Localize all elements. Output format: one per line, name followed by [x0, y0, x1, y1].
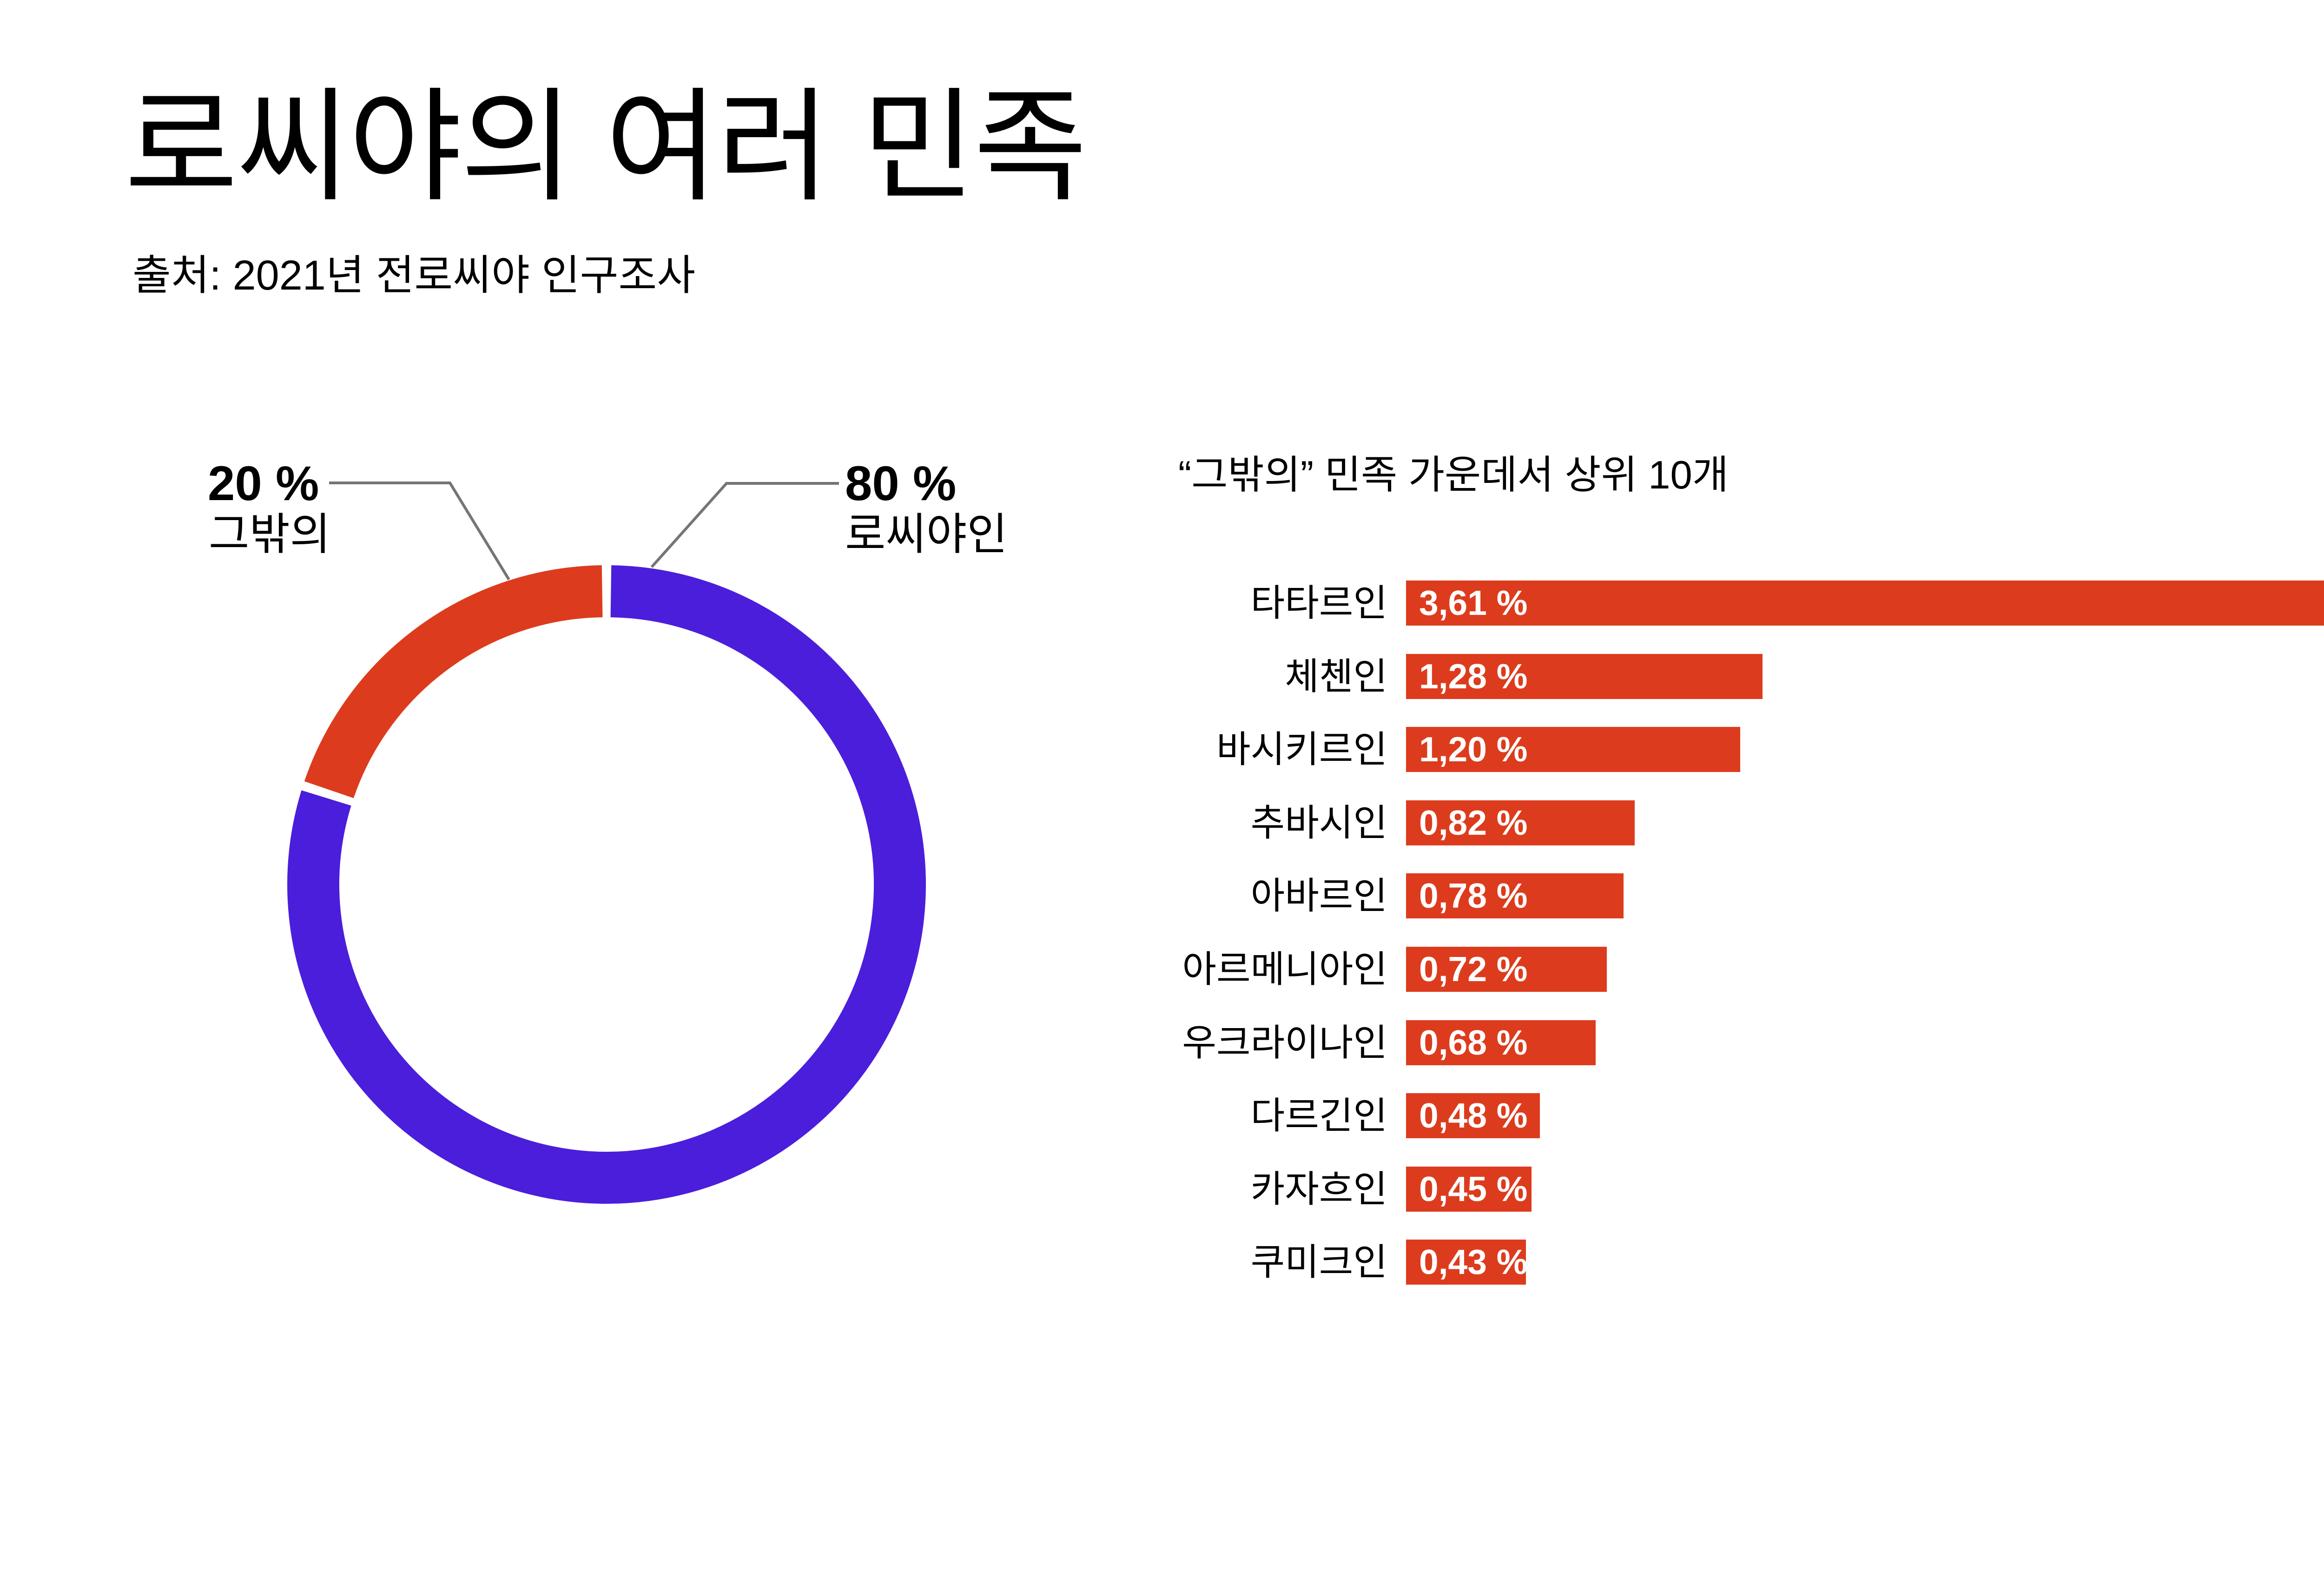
bar: 0,45 %	[1406, 1167, 1532, 1212]
bar: 3,61 %	[1406, 581, 2324, 626]
bar: 0,72 %	[1406, 947, 1607, 992]
bar-category-label: 다르긴인	[1250, 1095, 1387, 1136]
bar-value-label: 0,48 %	[1419, 1096, 1528, 1135]
donut-label-russians-percent: 80 %	[845, 456, 957, 511]
bar: 1,20 %	[1406, 727, 1740, 772]
bar-category-label: 우크라이나인	[1182, 1022, 1387, 1063]
bar: 0,82 %	[1406, 800, 1635, 845]
page-subtitle: 출처: 2021년 전로씨야 인구조사	[132, 252, 696, 299]
bar-category-label: 바시키르인	[1216, 728, 1387, 770]
bar-value-label: 3,61 %	[1419, 583, 1528, 622]
donut-label-russians-name: 로씨야인	[845, 510, 1008, 559]
bar-category-label: 쿠미크인	[1250, 1241, 1387, 1283]
bar: 0,43 %	[1406, 1240, 1528, 1285]
bar-category-label: 추바시인	[1250, 802, 1387, 844]
bar-row: 아바르인 0,78 %	[930, 873, 1624, 918]
bar-value-label: 0,72 %	[1419, 950, 1528, 989]
bar-value-label: 0,68 %	[1419, 1023, 1528, 1062]
donut-label-others-percent: 20 %	[208, 456, 319, 511]
bar-row: 우크라이나인 0,68 %	[930, 1020, 1596, 1065]
bar-category-label: 아르메니아인	[1182, 948, 1387, 990]
bar: 1,28 %	[1406, 654, 1763, 699]
bar-value-label: 0,78 %	[1419, 876, 1528, 915]
bar-category-label: 체첸인	[1285, 655, 1387, 697]
bar: 0,78 %	[1406, 873, 1624, 918]
bar-row: 추바시인 0,82 %	[930, 800, 1635, 845]
bar-value-label: 0,45 %	[1419, 1169, 1528, 1208]
bar-value-label: 1,28 %	[1419, 657, 1528, 696]
bar-row: 타타르인 3,61 %	[930, 581, 2324, 626]
bar-category-label: 타타르인	[1250, 582, 1387, 624]
bar-value-label: 1,20 %	[1419, 730, 1528, 769]
bar-category-label: 아바르인	[1250, 875, 1387, 917]
bar-row: 바시키르인 1,20 %	[930, 727, 1740, 772]
bar-value-label: 0,82 %	[1419, 803, 1528, 842]
bar-row: 다르긴인 0,48 %	[930, 1093, 1540, 1138]
bar-row: 쿠미크인 0,43 %	[930, 1240, 1528, 1285]
bar-row: 체첸인 1,28 %	[930, 654, 1763, 699]
bar: 0,68 %	[1406, 1020, 1596, 1065]
bar-row: 카자흐인 0,45 %	[930, 1167, 1532, 1212]
bar-row: 아르메니아인 0,72 %	[930, 947, 1607, 992]
donut-label-others-name: 그밖의	[209, 510, 331, 559]
bar-chart-title: “그밖의” 민족 가운데서 상위 10개	[1178, 453, 1729, 497]
bar-category-label: 카자흐인	[1250, 1168, 1387, 1210]
bar-value-label: 0,43 %	[1419, 1242, 1528, 1281]
bar: 0,48 %	[1406, 1093, 1540, 1138]
page-title: 로씨야의 여러 민족	[125, 79, 1087, 216]
